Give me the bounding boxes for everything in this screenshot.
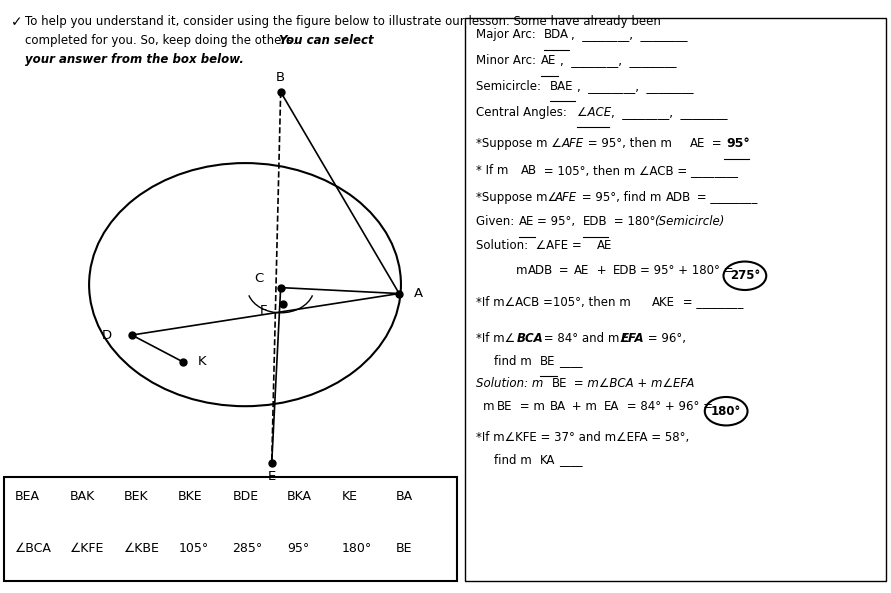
Text: ∠KBE: ∠KBE (124, 542, 159, 554)
Text: BKA: BKA (287, 490, 312, 503)
Text: m: m (516, 264, 527, 278)
Text: *If m∠ACB =105°, then m: *If m∠ACB =105°, then m (476, 296, 634, 309)
Text: AE: AE (597, 239, 612, 251)
Text: = ________: = ________ (679, 296, 744, 309)
Text: = 84° and m∠: = 84° and m∠ (540, 332, 630, 345)
Text: BA: BA (550, 400, 566, 413)
Text: BCA: BCA (517, 332, 544, 345)
Text: ∠BCA: ∠BCA (15, 542, 52, 554)
Text: BE: BE (396, 542, 413, 554)
Text: KE: KE (341, 490, 357, 503)
Text: AE: AE (519, 215, 534, 228)
Text: EDB: EDB (583, 215, 608, 228)
Text: =: = (554, 264, 572, 278)
Text: = 95° + 180° =: = 95° + 180° = (640, 264, 737, 278)
Text: EFA: EFA (621, 332, 645, 345)
Text: BE: BE (540, 355, 555, 368)
Text: Central Angles:: Central Angles: (476, 106, 570, 119)
Text: m: m (483, 400, 498, 413)
Text: = 96°,: = 96°, (644, 332, 686, 345)
Text: AFE: AFE (561, 137, 584, 150)
Text: *Suppose m ∠: *Suppose m ∠ (476, 137, 561, 150)
Text: E: E (267, 470, 276, 483)
Text: Solution:  ∠AFE =: Solution: ∠AFE = (476, 239, 585, 251)
Text: ,  ________,  ________: , ________, ________ (577, 80, 693, 93)
Text: ____: ____ (559, 454, 582, 467)
Text: D: D (102, 329, 112, 342)
Text: 285°: 285° (233, 542, 263, 554)
Text: AB: AB (521, 164, 537, 177)
Text: ✓: ✓ (11, 15, 22, 29)
Text: BDA: BDA (544, 28, 568, 42)
Text: BE: BE (552, 377, 567, 390)
Text: BAK: BAK (69, 490, 94, 503)
Text: = 180°: = 180° (610, 215, 659, 228)
Text: + m: + m (568, 400, 601, 413)
Text: Minor Arc:: Minor Arc: (476, 54, 540, 67)
FancyBboxPatch shape (4, 477, 457, 581)
Text: find m: find m (494, 454, 535, 467)
FancyBboxPatch shape (465, 18, 886, 581)
Text: 95°: 95° (287, 542, 309, 554)
Text: = 84° + 96° =: = 84° + 96° = (623, 400, 716, 413)
Text: AE: AE (575, 264, 590, 278)
Text: 180°: 180° (341, 542, 372, 554)
Text: BE: BE (497, 400, 512, 413)
Text: 275°: 275° (730, 269, 760, 282)
Text: ,  ________,  ________: , ________, ________ (560, 54, 676, 67)
Text: ____: ____ (559, 355, 582, 368)
Text: Solution: m: Solution: m (476, 377, 547, 390)
Text: * If m: * If m (476, 164, 512, 177)
Text: ADB: ADB (527, 264, 552, 278)
Text: = 95°,: = 95°, (537, 215, 579, 228)
Text: find m: find m (494, 355, 535, 368)
Text: ADB: ADB (666, 190, 691, 203)
Text: = m∠BCA + m∠EFA: = m∠BCA + m∠EFA (570, 377, 695, 390)
Text: Semicircle:: Semicircle: (476, 80, 544, 93)
Text: A: A (414, 287, 423, 300)
Text: EA: EA (604, 400, 619, 413)
Text: EDB: EDB (613, 264, 637, 278)
Text: *If m∠: *If m∠ (476, 332, 515, 345)
Text: +: + (593, 264, 610, 278)
Text: Major Arc:: Major Arc: (476, 28, 539, 42)
Text: BEK: BEK (124, 490, 149, 503)
Text: 105°: 105° (178, 542, 208, 554)
Text: AKE: AKE (652, 296, 675, 309)
Text: BAE: BAE (550, 80, 573, 93)
Text: BDE: BDE (233, 490, 258, 503)
Text: AE: AE (541, 54, 556, 67)
Text: 180°: 180° (711, 404, 741, 417)
Text: You can select: You can select (279, 34, 373, 47)
Text: B: B (276, 71, 285, 84)
Text: = 95°, find m: = 95°, find m (578, 190, 662, 203)
Text: AE: AE (690, 137, 705, 150)
Text: BKE: BKE (178, 490, 203, 503)
Text: BA: BA (396, 490, 413, 503)
Text: AFE: AFE (555, 190, 577, 203)
Text: KA: KA (540, 454, 555, 467)
Text: To help you understand it, consider using the figure below to illustrate our les: To help you understand it, consider usin… (25, 15, 661, 28)
Text: F: F (260, 304, 267, 317)
Text: Given:: Given: (476, 215, 518, 228)
Text: BEA: BEA (15, 490, 40, 503)
Text: *If m∠KFE = 37° and m∠EFA = 58°,: *If m∠KFE = 37° and m∠EFA = 58°, (476, 431, 689, 444)
Text: =: = (708, 137, 726, 150)
Text: (Semicircle): (Semicircle) (655, 215, 724, 228)
Text: your answer from the box below.: your answer from the box below. (25, 53, 244, 66)
Text: = m: = m (516, 400, 549, 413)
Text: completed for you. So, keep doing the others.: completed for you. So, keep doing the ot… (25, 34, 300, 47)
Text: K: K (198, 355, 207, 368)
Text: 95°: 95° (726, 137, 750, 150)
Text: *Suppose m∠: *Suppose m∠ (476, 190, 558, 203)
Text: ,  ________,  ________: , ________, ________ (570, 28, 687, 42)
Text: = ________: = ________ (693, 190, 757, 203)
Text: ∠KFE: ∠KFE (69, 542, 104, 554)
Text: = 95°, then m: = 95°, then m (584, 137, 676, 150)
Text: ∠ACE: ∠ACE (577, 106, 611, 119)
Text: ,  ________,  ________: , ________, ________ (611, 106, 728, 119)
Text: = 105°, then m ∠ACB = ________: = 105°, then m ∠ACB = ________ (540, 164, 738, 177)
Text: C: C (254, 272, 263, 285)
